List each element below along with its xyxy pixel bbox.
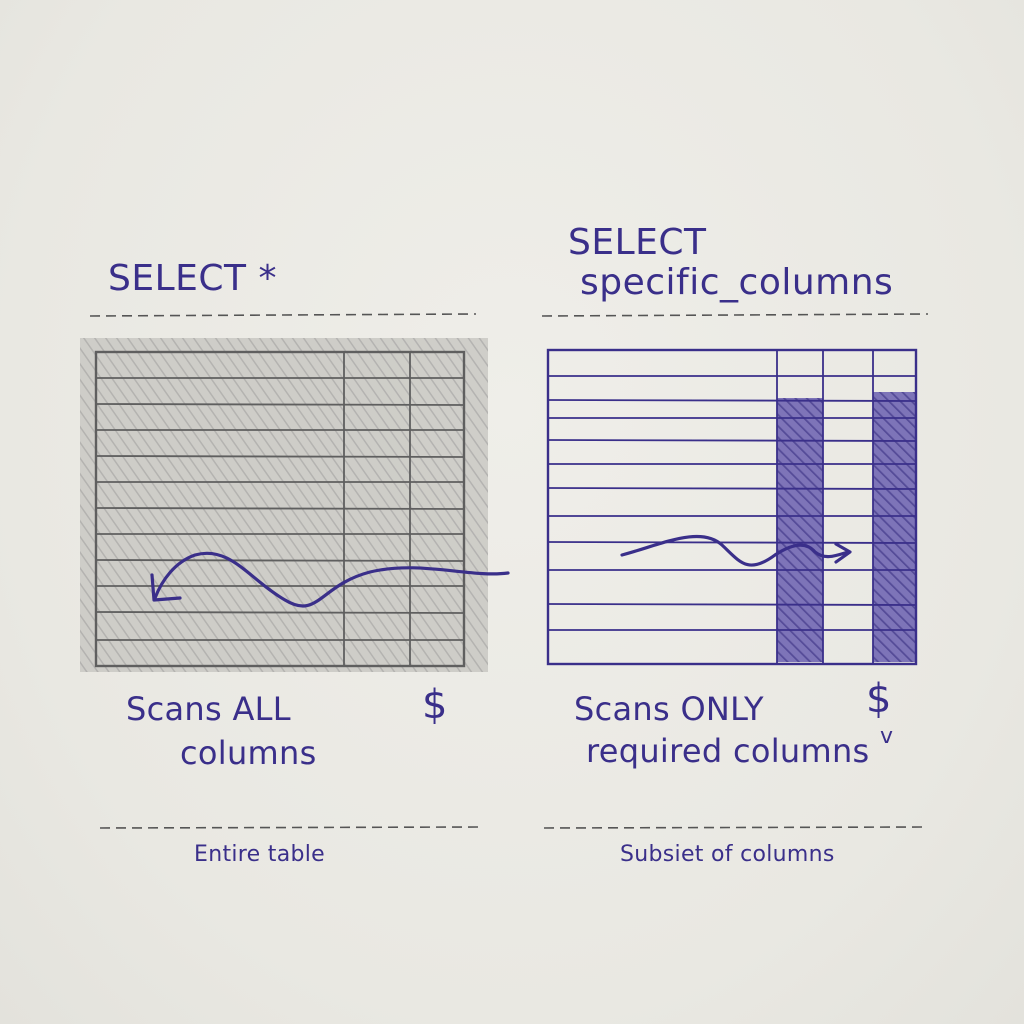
- left-scan-arrow: [153, 551, 510, 608]
- right-selected-column-b: [873, 392, 915, 662]
- top-divider-right: [541, 313, 929, 317]
- left-query-label: SELECT *: [108, 258, 277, 299]
- right-arrow-head: [834, 542, 852, 564]
- right-caption-line1: Scans ONLY: [574, 690, 764, 728]
- left-cost-icon: $: [422, 682, 448, 728]
- right-cost-down-marker: v: [880, 724, 894, 749]
- right-table-row-lines: [547, 375, 917, 631]
- right-query-keyword: SELECT: [568, 222, 707, 263]
- right-table-column-lines: [776, 350, 874, 664]
- right-table: [546, 348, 918, 666]
- left-footer-label: Entire table: [194, 842, 325, 867]
- left-arrow-head: [150, 573, 182, 602]
- left-table: [80, 338, 510, 672]
- left-table-row-lines: [95, 377, 465, 641]
- left-table-column-lines: [343, 352, 411, 666]
- right-query-columns: specific_columns: [580, 262, 894, 303]
- right-caption-line2: required columns: [586, 732, 870, 770]
- right-selected-column-a: [777, 398, 823, 662]
- top-divider-left: [89, 313, 477, 317]
- left-table-shading: [80, 338, 488, 672]
- right-footer-label: Subsiet of columns: [620, 842, 835, 867]
- right-cost-icon: $: [866, 676, 892, 722]
- left-caption-line1: Scans ALL: [126, 690, 291, 728]
- left-caption-line2: columns: [180, 734, 317, 772]
- bottom-divider-left: [99, 826, 483, 829]
- bottom-divider-right: [543, 826, 925, 829]
- right-table-border: [546, 348, 918, 666]
- right-scan-arrow: [620, 534, 850, 567]
